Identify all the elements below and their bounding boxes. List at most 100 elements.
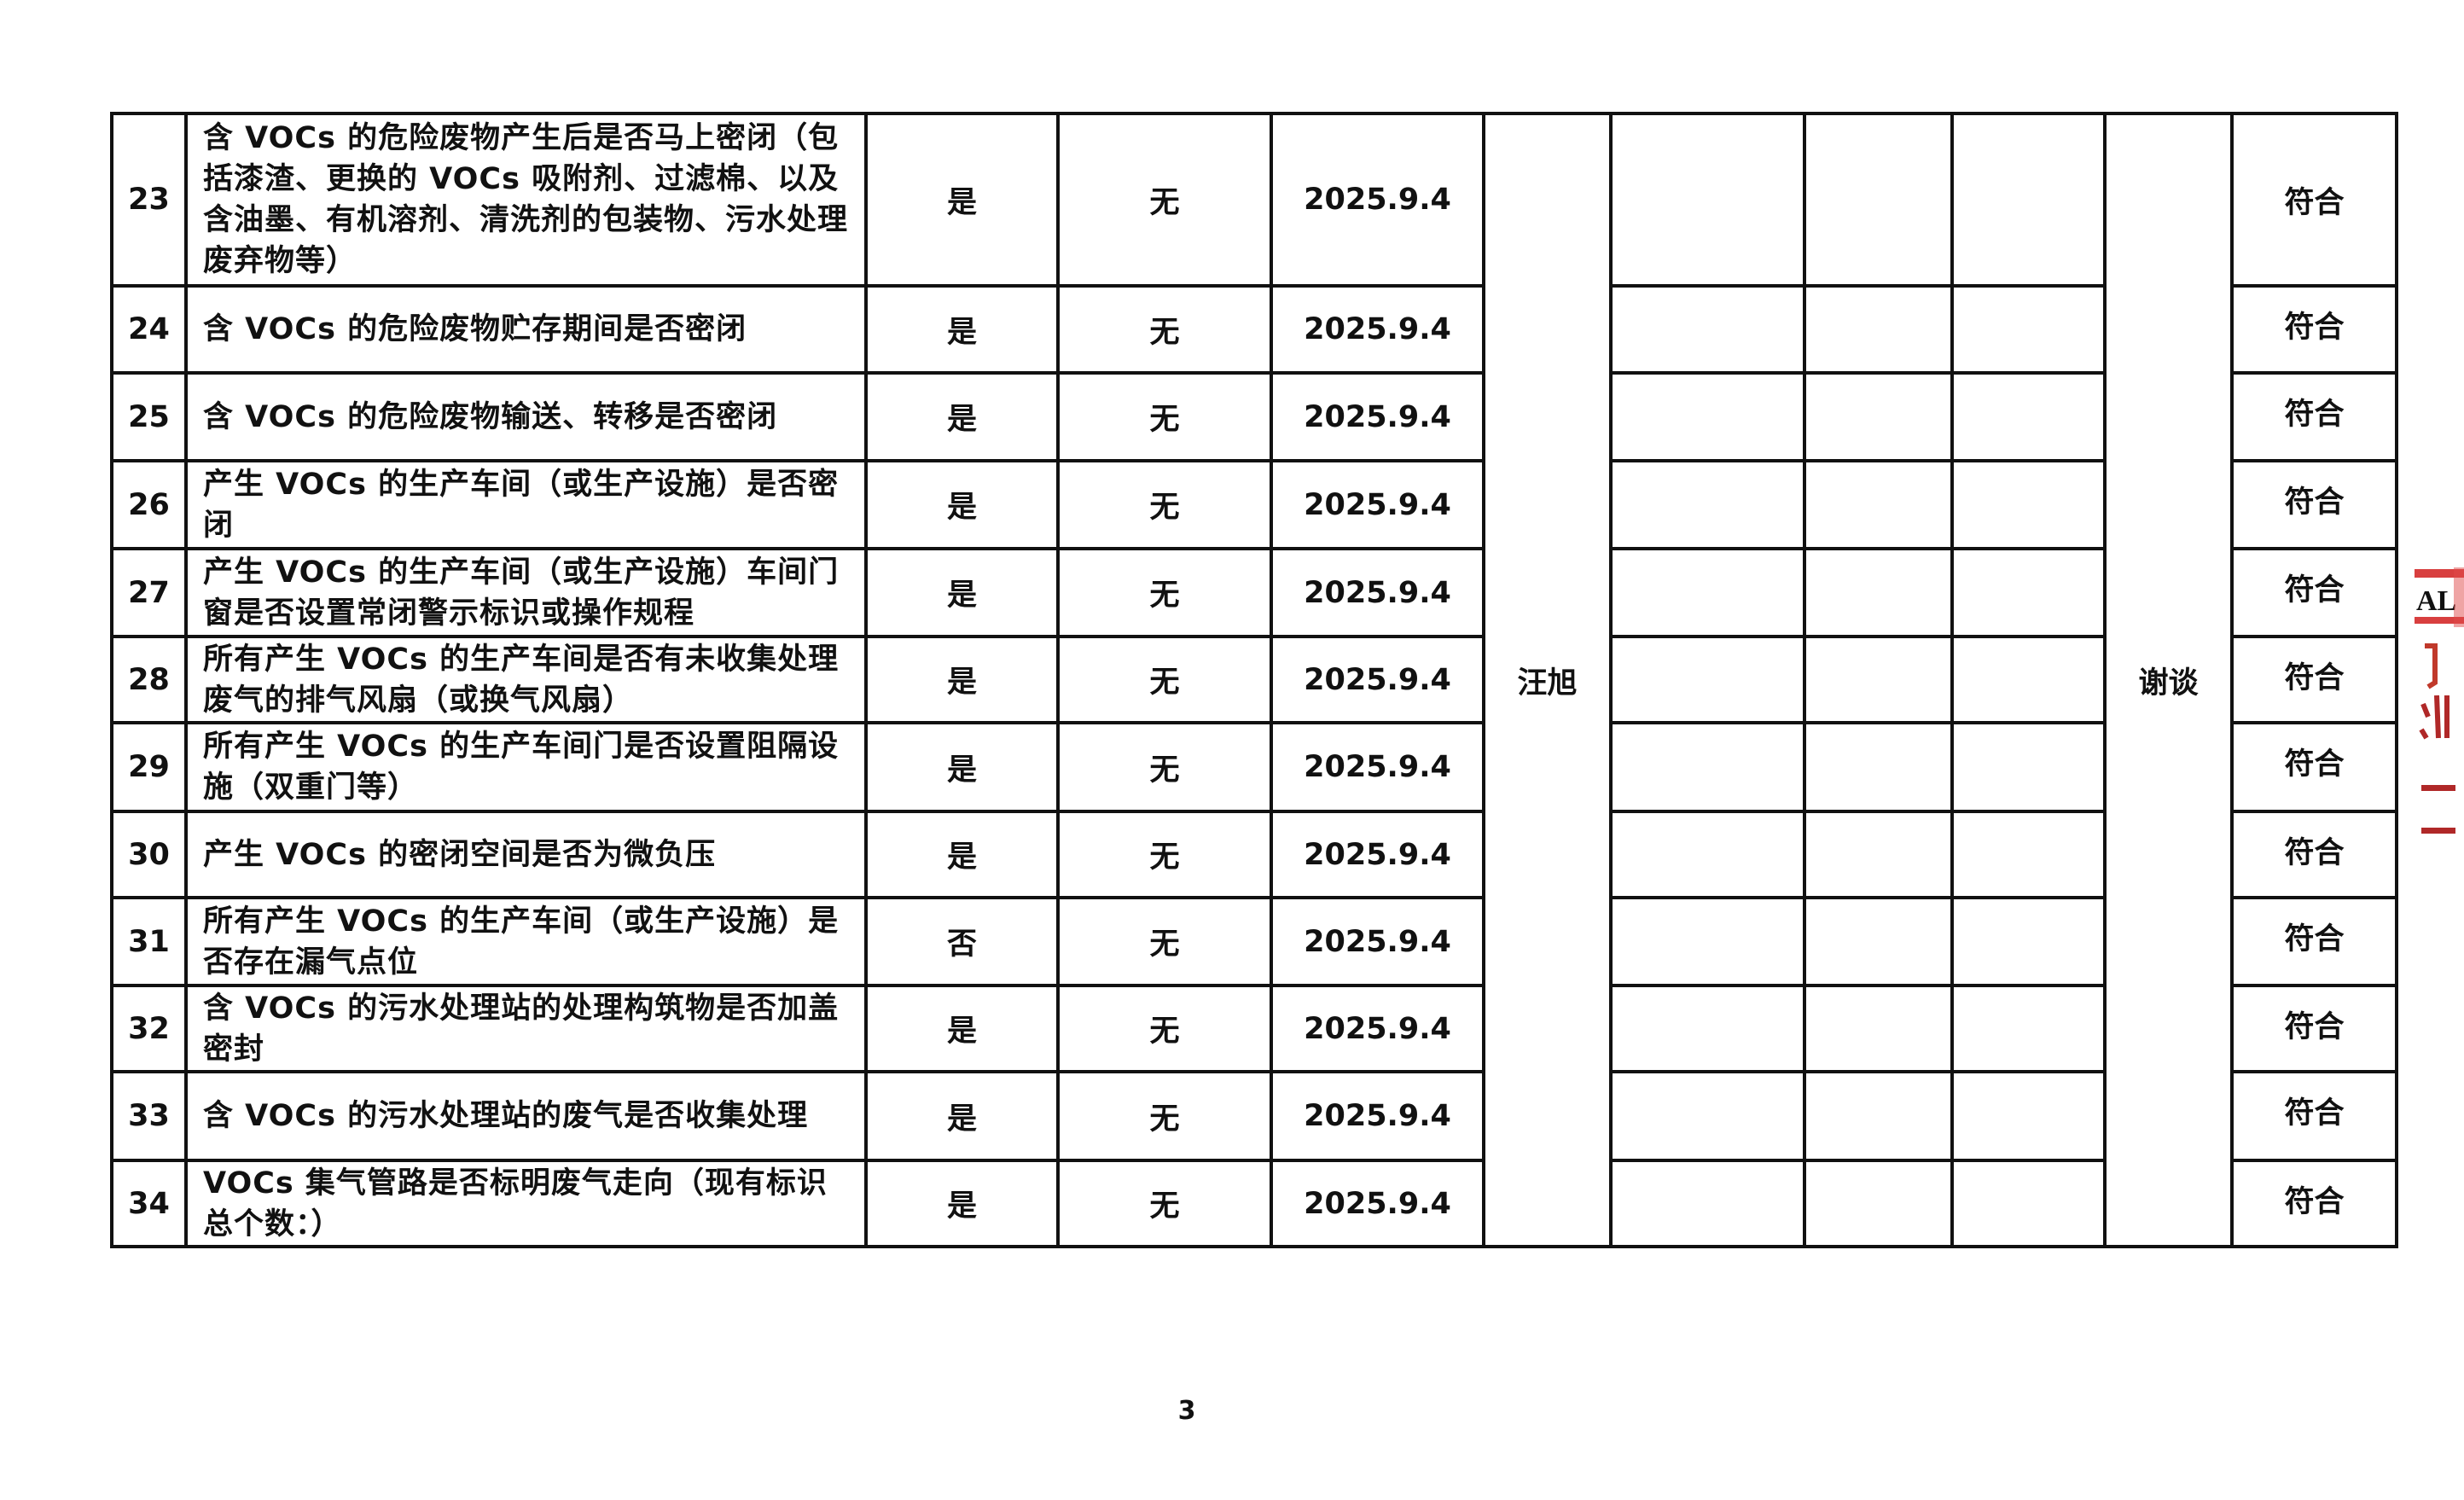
row-number: 32: [110, 984, 188, 1073]
blank-cell: [1950, 547, 2107, 638]
blank-cell: [1950, 1159, 2107, 1248]
issue-cell: 无: [1056, 284, 1273, 375]
page-number: 3: [1177, 1396, 1196, 1426]
blank-cell: [1609, 810, 1806, 899]
issue-cell: 无: [1056, 896, 1273, 987]
blank-cell: [1609, 635, 1806, 724]
date-cell: 2025.9.4: [1270, 284, 1485, 375]
blank-cell: [1950, 284, 2107, 375]
result-cell: 符合: [2230, 984, 2398, 1073]
check-item: 所有产生 VOCs 的生产车间门是否设置阻隔设施（双重门等）: [184, 721, 868, 813]
row-number: 23: [110, 112, 188, 288]
table-row: 32 含 VOCs 的污水处理站的处理构筑物是否加盖密封是无 2025.9.4 符合: [110, 984, 2398, 1073]
row-number: 27: [110, 547, 188, 638]
table-row: 26 产生 VOCs 的生产车间（或生产设施）是否密闭是无 2025.9.4 符合: [110, 459, 2398, 550]
table-row: 34 VOCs 集气管路是否标明废气走向（现有标识总个数：）是无 2025.9.4 符…: [110, 1159, 2398, 1248]
blank-cell: [1803, 284, 1954, 375]
blank-cell: [1803, 1159, 1954, 1248]
table-row: 33 含 VOCs 的污水处理站的废气是否收集处理是无 2025.9.4 符合: [110, 1070, 2398, 1162]
blank-cell: [1950, 984, 2107, 1073]
check-item: 所有产生 VOCs 的生产车间是否有未收集处理废气的排气风扇（或换气风扇）: [184, 635, 868, 724]
result-cell: 符合: [2230, 1070, 2398, 1162]
row-number: 33: [110, 1070, 188, 1162]
table-row: 24 含 VOCs 的危险废物贮存期间是否密闭是无 2025.9.4 符合: [110, 284, 2398, 375]
table-row: 31 所有产生 VOCs 的生产车间（或生产设施）是否存在漏气点位否无 2025.9…: [110, 896, 2398, 987]
answer-cell: 是: [864, 459, 1060, 550]
date-cell: 2025.9.4: [1270, 721, 1485, 813]
blank-cell: [1950, 1070, 2107, 1162]
blank-cell: [1803, 547, 1954, 638]
blank-cell: [1609, 1070, 1806, 1162]
blank-cell: [1803, 810, 1954, 899]
blank-cell: [1609, 896, 1806, 987]
date-cell: 2025.9.4: [1270, 112, 1485, 288]
answer-cell: 是: [864, 1070, 1060, 1162]
blank-cell: [1609, 984, 1806, 1073]
date-cell: 2025.9.4: [1270, 1159, 1485, 1248]
check-item: 产生 VOCs 的密闭空间是否为微负压: [184, 810, 868, 899]
date-cell: 2025.9.4: [1270, 459, 1485, 550]
blank-cell: [1803, 112, 1954, 288]
check-item: 含 VOCs 的污水处理站的废气是否收集处理: [184, 1070, 868, 1162]
blank-cell: [1950, 635, 2107, 724]
check-item: 含 VOCs 的危险废物贮存期间是否密闭: [184, 284, 868, 375]
answer-cell: 否: [864, 896, 1060, 987]
result-cell: 符合: [2230, 896, 2398, 987]
answer-cell: 是: [864, 721, 1060, 813]
blank-cell: [1803, 459, 1954, 550]
result-cell: 符合: [2230, 284, 2398, 375]
blank-cell: [1609, 547, 1806, 638]
issue-cell: 无: [1056, 984, 1273, 1073]
blank-cell: [1609, 1159, 1806, 1248]
blank-cell: [1950, 371, 2107, 462]
result-cell: 符合: [2230, 635, 2398, 724]
issue-cell: 无: [1056, 635, 1273, 724]
date-cell: 2025.9.4: [1270, 1070, 1485, 1162]
date-cell: 2025.9.4: [1270, 371, 1485, 462]
answer-cell: 是: [864, 635, 1060, 724]
table-row: 30 产生 VOCs 的密闭空间是否为微负压是无 2025.9.4 符合: [110, 810, 2398, 899]
blank-cell: [1609, 459, 1806, 550]
answer-cell: 是: [864, 371, 1060, 462]
blank-cell: [1609, 284, 1806, 375]
blank-cell: [1803, 896, 1954, 987]
check-item: 产生 VOCs 的生产车间（或生产设施）是否密闭: [184, 459, 868, 550]
blank-cell: [1803, 1070, 1954, 1162]
result-cell: 符合: [2230, 547, 2398, 638]
date-cell: 2025.9.4: [1270, 810, 1485, 899]
date-cell: 2025.9.4: [1270, 547, 1485, 638]
issue-cell: 无: [1056, 721, 1273, 813]
check-item: 产生 VOCs 的生产车间（或生产设施）车间门窗是否设置常闭警示标识或操作规程: [184, 547, 868, 638]
row-number: 24: [110, 284, 188, 375]
result-cell: 符合: [2230, 371, 2398, 462]
check-item: VOCs 集气管路是否标明废气走向（现有标识总个数：）: [184, 1159, 868, 1248]
result-cell: 符合: [2230, 810, 2398, 899]
blank-cell: [1803, 984, 1954, 1073]
answer-cell: 是: [864, 112, 1060, 288]
issue-cell: 无: [1056, 459, 1273, 550]
method-cell: 谢谈: [2103, 112, 2234, 1248]
blank-cell: [1950, 459, 2107, 550]
inspector-cell: 汪旭: [1482, 112, 1613, 1248]
answer-cell: 是: [864, 1159, 1060, 1248]
blank-cell: [1950, 112, 2107, 288]
blank-cell: [1803, 371, 1954, 462]
issue-cell: 无: [1056, 810, 1273, 899]
answer-cell: 是: [864, 810, 1060, 899]
table-row: 28 所有产生 VOCs 的生产车间是否有未收集处理废气的排气风扇（或换气风扇）是…: [110, 635, 2398, 724]
row-number: 26: [110, 459, 188, 550]
red-seal-stamp: AL: [2415, 567, 2464, 834]
table-row: 29 所有产生 VOCs 的生产车间门是否设置阻隔设施（双重门等）是无 2025.9…: [110, 721, 2398, 813]
blank-cell: [1609, 371, 1806, 462]
check-item: 含 VOCs 的危险废物产生后是否马上密闭（包括漆渣、更换的 VOCs 吸附剂、…: [184, 112, 868, 288]
table-row: 25 含 VOCs 的危险废物输送、转移是否密闭是无 2025.9.4 符合: [110, 371, 2398, 462]
svg-text:AL: AL: [2416, 585, 2456, 617]
result-cell: 符合: [2230, 112, 2398, 288]
issue-cell: 无: [1056, 1159, 1273, 1248]
table-row: 23 含 VOCs 的危险废物产生后是否马上密闭（包括漆渣、更换的 VOCs 吸附…: [110, 112, 2398, 1248]
result-cell: 符合: [2230, 459, 2398, 550]
row-number: 31: [110, 896, 188, 987]
issue-cell: 无: [1056, 371, 1273, 462]
table-row: 27 产生 VOCs 的生产车间（或生产设施）车间门窗是否设置常闭警示标识或操作规…: [110, 547, 2398, 638]
row-number: 34: [110, 1159, 188, 1248]
